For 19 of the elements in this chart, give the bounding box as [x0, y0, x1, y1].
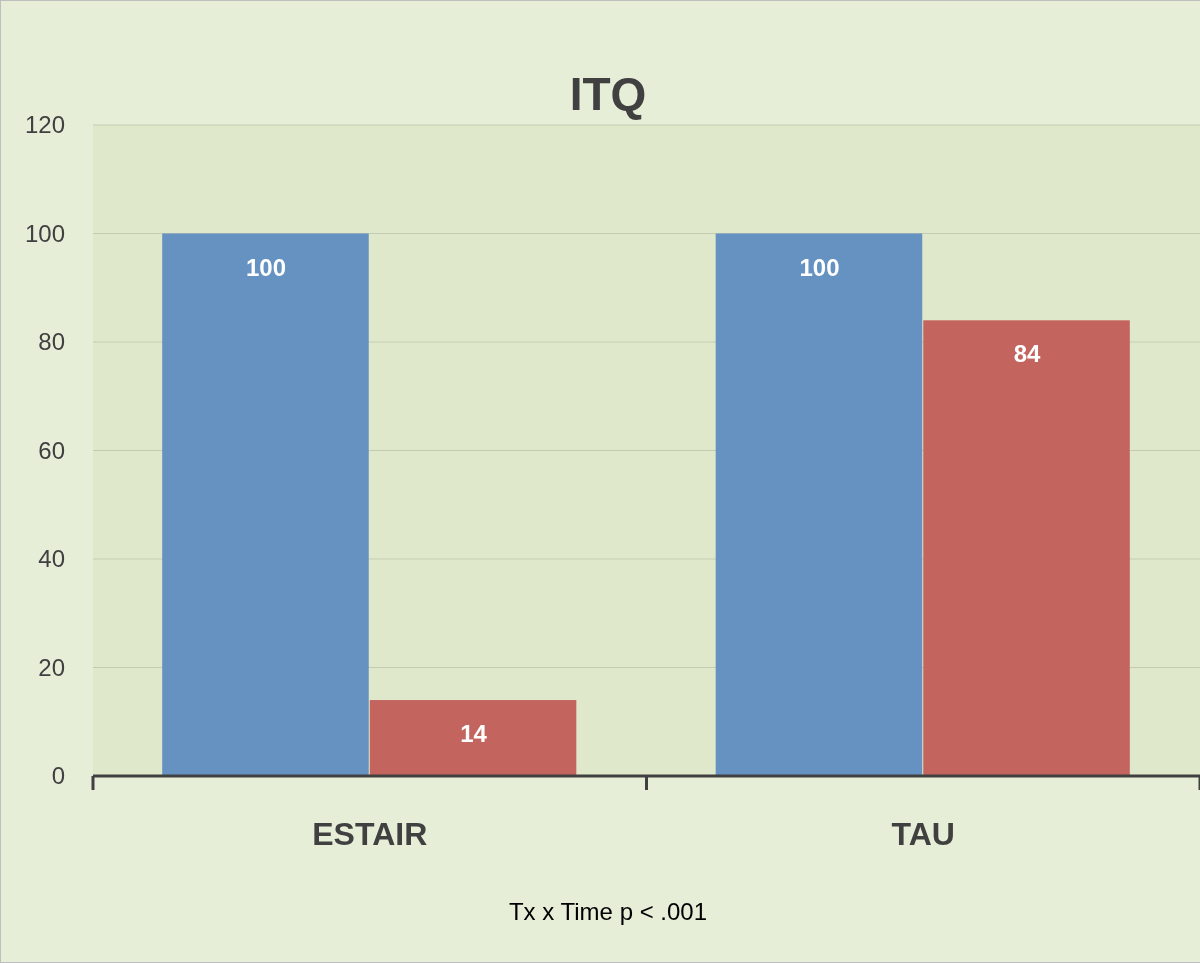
- data-label: 100: [245, 253, 286, 281]
- y-tick-label: 40: [38, 545, 65, 573]
- data-label: 100: [799, 253, 840, 281]
- bar: [923, 320, 1130, 776]
- data-label: 14: [460, 720, 488, 748]
- chart-title: ITQ: [569, 68, 647, 120]
- text: Tx x Time p < .001: [508, 898, 708, 925]
- y-tick-label: 0: [51, 762, 65, 790]
- y-tick-label: 20: [38, 653, 65, 681]
- y-tick-label: 100: [24, 219, 65, 247]
- x-tick-label: TAU: [891, 816, 955, 852]
- bar: [162, 233, 369, 776]
- x-tick-label: ESTAIR: [312, 816, 428, 852]
- bar: [715, 233, 923, 776]
- y-tick-label: 120: [24, 111, 65, 139]
- y-tick-label: 80: [38, 328, 65, 356]
- bar: [369, 700, 577, 776]
- y-tick-label: 60: [38, 436, 65, 464]
- data-label: 84: [1013, 340, 1042, 368]
